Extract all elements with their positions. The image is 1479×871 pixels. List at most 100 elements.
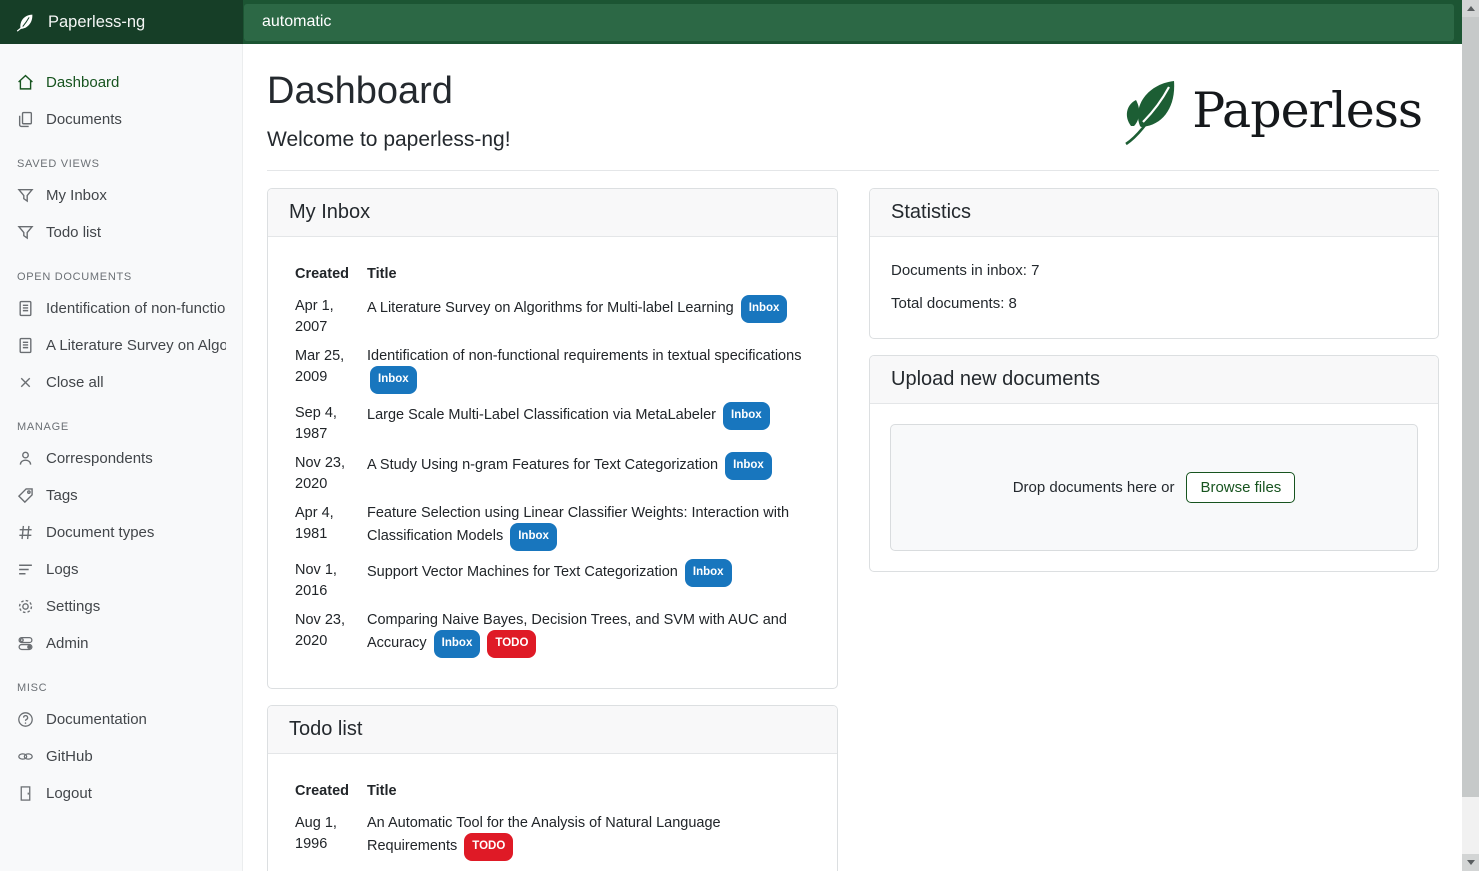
document-link[interactable]: Identification of non-functional require… xyxy=(367,347,802,364)
sidebar-item-logs[interactable]: Logs xyxy=(0,551,242,588)
sidebar-item-label: My Inbox xyxy=(46,187,107,204)
row-created: Nov 23, 2020 xyxy=(295,454,345,492)
sidebar-item-document-types[interactable]: Document types xyxy=(0,514,242,551)
sidebar-item-dashboard[interactable]: Dashboard xyxy=(0,64,242,101)
document-link[interactable]: A Study Using n-gram Features for Text C… xyxy=(367,456,719,473)
sidebar-item-label: Correspondents xyxy=(46,450,153,467)
column-header-created: Created xyxy=(295,782,349,799)
sidebar-item-open-doc-2[interactable]: A Literature Survey on Algori… xyxy=(0,327,242,364)
sidebar-item-label: Settings xyxy=(46,598,101,615)
scrollbar-thumb[interactable] xyxy=(1462,17,1479,797)
sidebar-item-label: Close all xyxy=(46,374,104,391)
sidebar-item-my-inbox[interactable]: My Inbox xyxy=(0,177,242,214)
home-icon xyxy=(17,74,34,91)
row-title-cell: Feature Selection using Linear Classifie… xyxy=(365,499,822,556)
row-created: Aug 1, 1996 xyxy=(295,814,337,852)
sidebar-item-label: Tags xyxy=(46,487,78,504)
sidebar-item-todo-list[interactable]: Todo list xyxy=(0,214,242,251)
row-created: Apr 1, 2007 xyxy=(295,297,334,335)
tag-badge-todo[interactable]: TODO xyxy=(464,832,514,861)
vertical-scrollbar[interactable] xyxy=(1462,0,1479,871)
gear-icon xyxy=(17,598,34,615)
page-title: Dashboard xyxy=(267,70,453,112)
sidebar-item-open-doc-1[interactable]: Identification of non-functio… xyxy=(0,290,242,327)
drop-zone[interactable]: Drop documents here or Browse files xyxy=(890,423,1418,551)
question-circle-icon xyxy=(17,711,34,728)
tag-badge-inbox[interactable]: Inbox xyxy=(370,365,417,394)
welcome-text: Welcome to paperless-ng! xyxy=(267,127,511,151)
sidebar-item-correspondents[interactable]: Correspondents xyxy=(0,440,242,477)
sidebar-item-label: Document types xyxy=(46,524,155,541)
sidebar-item-tags[interactable]: Tags xyxy=(0,477,242,514)
sidebar-item-documents[interactable]: Documents xyxy=(0,101,242,138)
document-link[interactable]: Support Vector Machines for Text Categor… xyxy=(367,563,678,580)
close-icon xyxy=(17,374,34,391)
tag-badge-inbox[interactable]: Inbox xyxy=(510,522,557,551)
tag-badge-inbox[interactable]: Inbox xyxy=(723,401,770,430)
door-icon xyxy=(17,785,34,802)
sidebar-item-label: Identification of non-functio… xyxy=(46,300,226,317)
browse-files-button[interactable]: Browse files xyxy=(1186,471,1296,503)
leaf-logo-icon xyxy=(1118,74,1182,146)
document-link[interactable]: A Literature Survey on Algorithms for Mu… xyxy=(367,299,734,316)
row-created: Apr 4, 1981 xyxy=(295,504,334,542)
divider xyxy=(267,169,1439,171)
column-header-title: Title xyxy=(367,265,397,282)
document-link[interactable]: Large Scale Multi-Label Classification v… xyxy=(367,406,716,423)
sidebar-item-label: Dashboard xyxy=(46,74,120,91)
sidebar-item-logout[interactable]: Logout xyxy=(0,775,242,812)
sidebar-item-label: Logout xyxy=(46,785,92,802)
tag-badge-todo[interactable]: TODO xyxy=(487,629,537,658)
arrow-down-icon xyxy=(1466,860,1475,865)
table-row: Nov 23, 2020 Comparing Naive Bayes, Deci… xyxy=(293,866,822,871)
card-title: Upload new documents xyxy=(870,355,1438,404)
documents-icon xyxy=(17,111,34,128)
column-header-created: Created xyxy=(295,265,349,282)
scroll-down-button[interactable] xyxy=(1462,854,1479,871)
toggles-icon xyxy=(17,635,34,652)
sidebar-item-admin[interactable]: Admin xyxy=(0,625,242,662)
paperless-logo: Paperless xyxy=(1118,74,1423,146)
scroll-up-button[interactable] xyxy=(1462,0,1479,17)
sidebar-item-github[interactable]: GitHub xyxy=(0,738,242,775)
row-created: Sep 4, 1987 xyxy=(295,404,337,442)
tag-badge-inbox[interactable]: Inbox xyxy=(684,558,732,587)
statistics-card: Statistics Documents in inbox: 7 Total d… xyxy=(869,187,1439,339)
table-header-row: Created Title xyxy=(293,779,822,809)
table-row: Sep 4, 1987 Large Scale Multi-Label Clas… xyxy=(293,399,822,449)
file-text-icon xyxy=(17,300,34,317)
document-link[interactable]: An Automatic Tool for the Analysis of Na… xyxy=(367,814,721,854)
stat-total-documents: Total documents: 8 xyxy=(891,294,1017,312)
table-row: Apr 4, 1981 Feature Selection using Line… xyxy=(293,499,822,556)
sidebar-section-manage: MANAGE xyxy=(17,421,69,433)
sidebar-item-documentation[interactable]: Documentation xyxy=(0,701,242,738)
row-created: Mar 25, 2009 xyxy=(295,347,345,385)
tag-badge-inbox[interactable]: Inbox xyxy=(740,294,788,323)
person-icon xyxy=(17,450,34,467)
row-title-cell: Comparing Naive Bayes, Decision Trees, a… xyxy=(365,606,822,663)
top-bar: Paperless-ng xyxy=(0,0,1462,44)
tag-badge-inbox[interactable]: Inbox xyxy=(433,629,481,658)
logo-wordmark: Paperless xyxy=(1192,81,1423,139)
sidebar-section-saved-views: SAVED VIEWS xyxy=(17,158,100,170)
sidebar-item-close-all[interactable]: Close all xyxy=(0,364,242,401)
app-brand[interactable]: Paperless-ng xyxy=(0,0,243,44)
navbar xyxy=(243,0,1462,44)
row-created: Nov 23, 2020 xyxy=(295,611,345,649)
table-row: Nov 23, 2020 A Study Using n-gram Featur… xyxy=(293,449,822,499)
sidebar-item-label: GitHub xyxy=(46,748,93,765)
tag-badge-inbox[interactable]: Inbox xyxy=(725,451,772,480)
search-input[interactable] xyxy=(244,3,1454,41)
sidebar-item-settings[interactable]: Settings xyxy=(0,588,242,625)
card-title: My Inbox xyxy=(268,188,837,237)
todo-list-card: Todo list Created Title Aug 1, 1996 An A… xyxy=(267,704,838,871)
document-link[interactable]: Comparing Naive Bayes, Decision Trees, a… xyxy=(367,611,787,651)
row-title-cell: Comparing Naive Bayes, Decision Trees, a… xyxy=(365,866,822,871)
table-row: Nov 23, 2020 Comparing Naive Bayes, Deci… xyxy=(293,606,822,663)
row-title-cell: An Automatic Tool for the Analysis of Na… xyxy=(365,809,822,866)
my-inbox-card: My Inbox Created Title Apr 1, 2007 A Lit… xyxy=(267,187,838,689)
inbox-table: Created Title Apr 1, 2007 A Literature S… xyxy=(293,262,822,663)
document-link[interactable]: Feature Selection using Linear Classifie… xyxy=(367,504,790,544)
sidebar-item-label: Documents xyxy=(46,111,122,128)
row-created: Nov 1, 2016 xyxy=(295,561,337,599)
